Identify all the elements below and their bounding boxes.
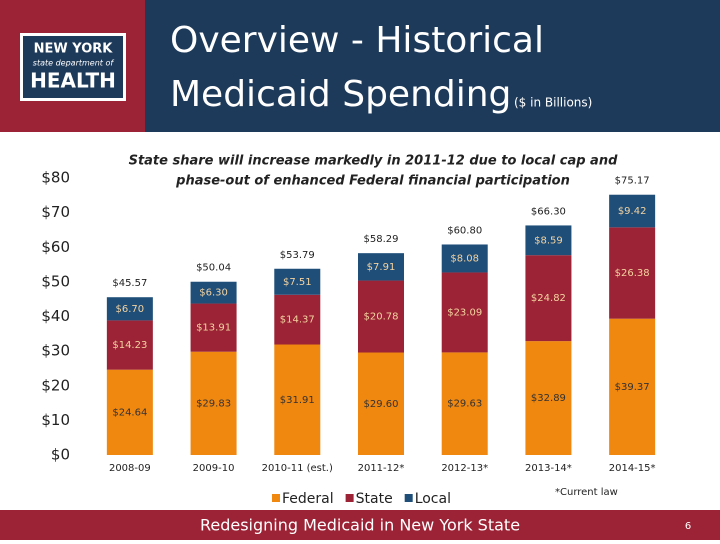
bar-segment [609,227,656,319]
total-label: $75.17 [615,176,650,187]
value-label: $26.38 [615,268,650,279]
bar-segment [525,225,572,256]
title-unit: ($ in Billions) [514,96,592,110]
page-number: 6 [685,521,691,532]
total-label: $58.29 [364,234,399,245]
value-label: $7.91 [367,262,396,273]
bar-segment [190,281,237,304]
value-label: $13.91 [196,323,231,334]
bar-segment [358,352,404,455]
value-label: $8.08 [450,253,479,264]
legend-label: Federal [282,491,334,507]
title: Medicaid Spending [170,74,511,115]
x-tick-label: 2009-10 [193,463,235,474]
legend-swatch [272,494,280,502]
value-label: $7.51 [283,277,312,288]
bar-segment [525,255,572,342]
legend-swatch [404,494,413,502]
total-label: $50.04 [196,263,231,274]
bar-segment [274,344,321,455]
bar-segment [274,268,321,295]
value-label: $29.63 [447,399,482,410]
value-label: $14.37 [280,315,315,326]
bar-segment [358,253,404,281]
bar-segment [106,297,153,321]
total-label: $66.30 [531,206,566,217]
value-label: $32.89 [531,393,566,404]
x-tick-label: 2012-13* [441,463,488,474]
logo-text: HEALTH [30,69,116,93]
x-tick-label: 2011-12* [358,463,405,474]
value-label: $8.59 [534,235,563,246]
y-tick-label: $40 [41,307,70,325]
legend-label: Local [415,491,451,507]
bar-segment [358,280,404,353]
bar-segment [106,320,153,370]
header-right [145,0,720,132]
y-tick-label: $70 [41,203,70,221]
x-tick-label: 2013-14* [525,463,572,474]
x-tick-label: 2008-09 [109,463,151,474]
logo-text: state department of [33,59,115,68]
y-tick-label: $10 [41,411,70,429]
value-label: $29.83 [196,398,231,409]
bar-segment [609,194,656,228]
bar-segment [441,244,488,273]
y-tick-label: $80 [41,169,70,187]
bar-segment [106,369,153,455]
title: Overview - Historical [170,20,544,61]
y-tick-label: $20 [41,376,70,394]
value-label: $14.23 [112,340,147,351]
bar-segment [441,272,488,353]
value-label: $39.37 [615,382,650,393]
y-tick-label: $50 [41,272,70,290]
y-tick-label: $60 [41,238,70,256]
value-label: $23.09 [447,307,482,318]
value-label: $9.42 [618,206,647,217]
bar-segment [609,318,656,455]
y-tick-label: $0 [51,446,70,464]
plot: $0 $10 $20 $30 $40 $50 $60 $70 $80 2008-09 $24.64 $… [41,169,655,508]
x-tick-label: 2014-15* [609,463,656,474]
value-label: $29.60 [364,399,399,410]
note: *Current law [555,487,618,498]
total-label: $60.80 [447,225,482,236]
x-tick-label: 2010-11 (est.) [262,463,333,474]
value-label: $24.82 [531,293,566,304]
logo [23,36,123,98]
value-label: $20.78 [364,312,399,323]
value-label: $24.64 [112,407,147,418]
annotation: phase-out of enhanced Federal financial … [175,174,570,189]
value-label: $31.91 [280,395,315,406]
total-label: $45.57 [112,278,147,289]
bar-segment [274,294,321,345]
y-tick-label: $30 [41,342,70,360]
footer-bar [0,510,720,540]
value-label: $6.30 [199,288,228,299]
bar-segment [190,351,237,455]
legend-swatch [345,494,354,502]
bar-segment [441,352,488,455]
legend-label: State [356,491,393,507]
value-label: $6.70 [116,304,145,315]
bar-segment [525,341,572,455]
footer-text: Redesigning Medicaid in New York State [200,516,520,535]
annotation: State share will increase markedly in 20… [129,154,619,169]
total-label: $53.79 [280,250,315,261]
bar-segment [190,303,237,352]
logo-text: NEW YORK [34,42,114,57]
